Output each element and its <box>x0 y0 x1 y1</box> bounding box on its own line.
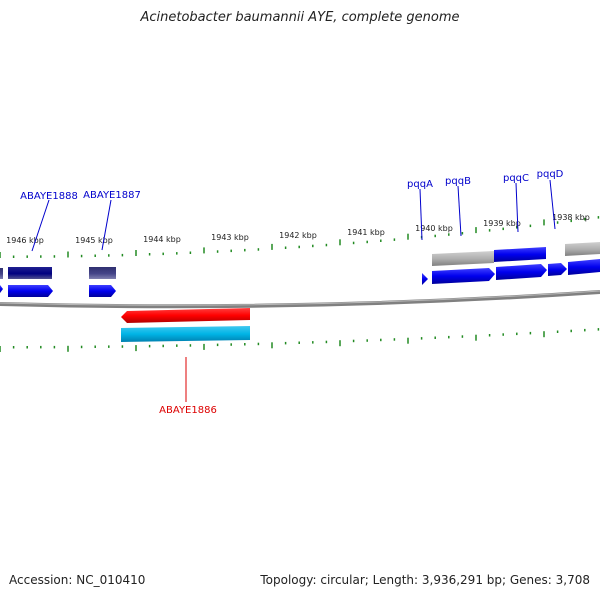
cds-feature-pqqC[interactable] <box>494 247 546 262</box>
gene-arrow-abaye1886[interactable] <box>121 308 250 323</box>
cds-feature[interactable] <box>0 268 3 279</box>
gene-label-pqqA[interactable]: pqqA <box>407 179 433 190</box>
tick-label: 1940 kbp <box>415 224 453 233</box>
genome-title: Acinetobacter baumannii AYE, complete ge… <box>140 10 460 25</box>
leader-line-pqqA <box>419 188 423 241</box>
tick-label: 1943 kbp <box>211 233 249 242</box>
tick-label: 1945 kbp <box>75 236 113 245</box>
gene-arrow-pqqE[interactable] <box>568 259 600 275</box>
gene-arrow[interactable] <box>0 285 3 293</box>
accession-text: Accession: NC_010410 <box>9 573 146 587</box>
tick-label: 1942 kbp <box>279 231 317 240</box>
cds-feature-abaye1886[interactable] <box>121 326 250 342</box>
leader-line-pqqD <box>549 179 556 230</box>
gene-label-pqqB[interactable]: pqqB <box>445 176 471 187</box>
gene-feature-upstream[interactable] <box>565 242 600 256</box>
tick-label: 1939 kbp <box>483 219 521 228</box>
tick-marks-forward <box>0 216 600 258</box>
tick-label: 1941 kbp <box>347 228 385 237</box>
tick-marks-reverse <box>0 328 600 352</box>
leader-line-pqqC <box>515 182 519 233</box>
leader-line-abaye1888 <box>31 199 50 252</box>
gene-arrow-pqqC[interactable] <box>496 264 547 280</box>
gene-label-abaye1887[interactable]: ABAYE1887 <box>83 190 141 201</box>
gene-arrow-pqqD[interactable] <box>548 263 567 276</box>
genome-backbone-highlight <box>0 290 600 306</box>
tick-label: 1946 kbp <box>6 236 44 245</box>
leader-line-abaye1887 <box>101 199 112 251</box>
genome-summary-text: Topology: circular; Length: 3,936,291 bp… <box>260 573 590 587</box>
gene-label-pqqC[interactable]: pqqC <box>503 173 529 184</box>
gene-label-abaye1886[interactable]: ABAYE1886 <box>159 405 217 416</box>
gene-arrow-pqqB[interactable] <box>432 268 495 284</box>
gene-arrow-abaye1887[interactable] <box>89 285 116 297</box>
tick-label: 1938 kbp <box>552 213 590 222</box>
gene-feature-pqqA-region[interactable] <box>432 251 494 266</box>
leader-line-pqqB <box>457 185 462 237</box>
cds-feature-abaye1887[interactable] <box>89 267 116 279</box>
gene-label-abaye1888[interactable]: ABAYE1888 <box>20 191 78 202</box>
tick-label: 1944 kbp <box>143 235 181 244</box>
cds-feature-abaye1888[interactable] <box>8 267 52 279</box>
gene-label-pqqD[interactable]: pqqD <box>537 169 564 180</box>
genome-backbone <box>0 290 600 309</box>
gene-arrow-pqqA[interactable] <box>422 273 428 285</box>
gene-arrow-abaye1888[interactable] <box>8 285 53 297</box>
